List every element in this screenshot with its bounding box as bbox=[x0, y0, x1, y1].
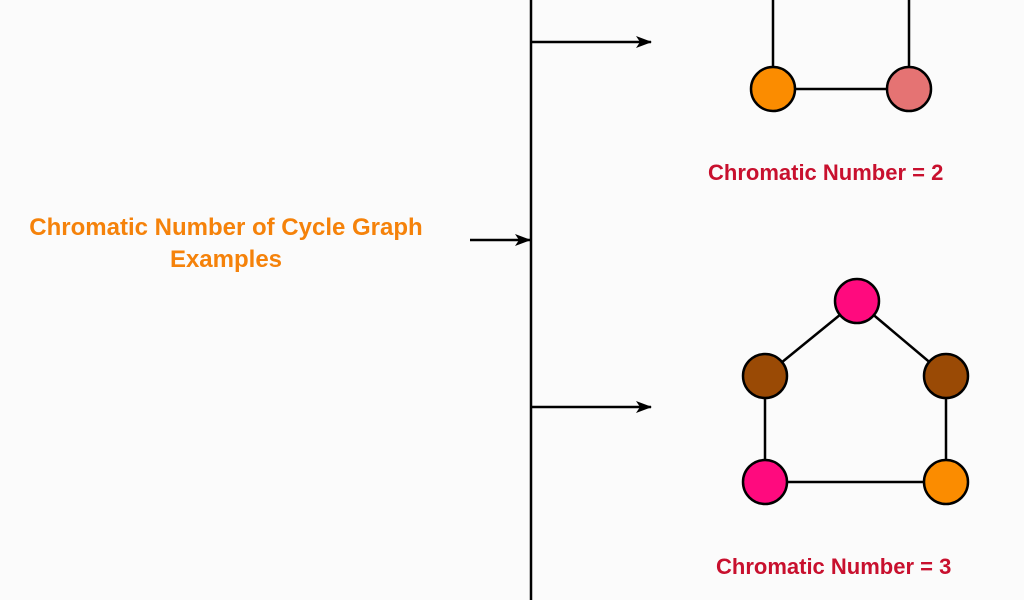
title-line-1: Chromatic Number of Cycle Graph bbox=[29, 214, 423, 241]
graph-2-vertex-right-brown bbox=[922, 352, 970, 400]
graph-2-vertex-bottom-pink bbox=[741, 458, 789, 506]
graph-2-vertex-bottom-orange bbox=[922, 458, 970, 506]
diagram-title: Chromatic Number of Cycle Graph Examples bbox=[0, 212, 452, 276]
graph-1 bbox=[749, 0, 933, 113]
title-line-2: Examples bbox=[169, 246, 283, 273]
graph-1-vertex-salmon bbox=[885, 65, 933, 113]
graph-2 bbox=[741, 277, 970, 506]
graph-2-vertex-top-pink bbox=[833, 277, 881, 325]
caption-chromatic-3: Chromatic Number = 3 bbox=[716, 554, 952, 579]
graph-1-vertex-orange bbox=[749, 65, 797, 113]
graph-2-vertex-left-brown bbox=[741, 352, 789, 400]
caption-chromatic-2: Chromatic Number = 2 bbox=[708, 160, 944, 185]
